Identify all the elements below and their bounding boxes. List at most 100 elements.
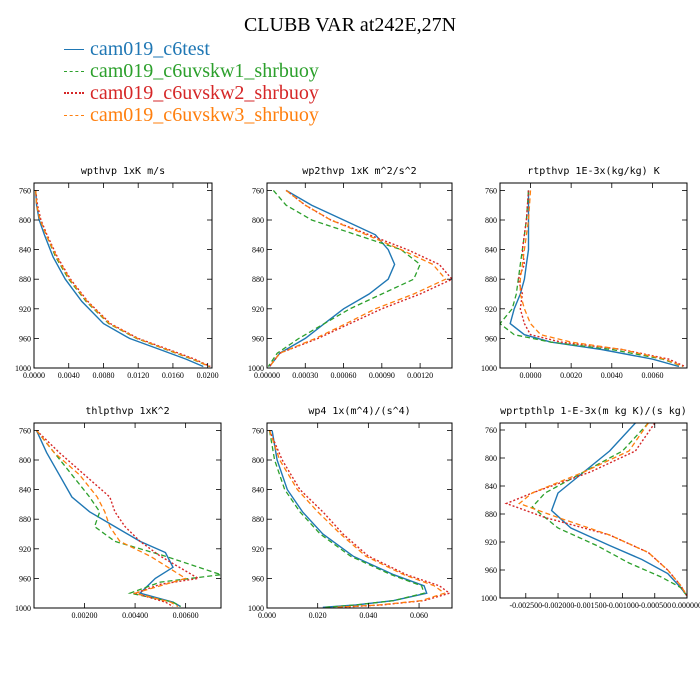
x-tick-label: 0.00600 (173, 611, 199, 620)
x-tick-label: 0.00200 (72, 611, 98, 620)
legend-swatch (64, 48, 84, 50)
series-line-1 (531, 423, 687, 597)
x-tick-label: -0.002500 (509, 601, 542, 610)
x-tick-label: 0.0060 (641, 371, 663, 380)
series-line-0 (269, 189, 396, 367)
figure-title: CLUBB VAR at242E,27N (243, 14, 457, 36)
x-tick-label: 0.00120 (407, 371, 433, 380)
series-line-1 (267, 189, 421, 367)
y-tick-label: 960 (485, 566, 497, 575)
series-line-2 (269, 189, 452, 367)
panel-frame (33, 422, 222, 609)
series-line-0 (271, 430, 428, 608)
panel-frame (266, 182, 453, 369)
x-tick-label: 0.0080 (92, 371, 114, 380)
y-tick-label: 880 (485, 275, 497, 284)
y-tick-label: 960 (19, 574, 31, 583)
series-line-2 (268, 430, 452, 608)
x-tick-label: 0.000 (258, 611, 276, 620)
y-tick-label: 760 (485, 186, 497, 195)
panel-0: wpthvp 1xK m/s76080084088092096010000.00… (15, 166, 219, 380)
y-tick-label: 920 (485, 538, 497, 547)
y-tick-label: 960 (252, 334, 264, 343)
y-tick-label: 1000 (248, 604, 264, 613)
series-line-0 (509, 190, 680, 368)
y-tick-label: 920 (19, 305, 31, 314)
y-tick-label: 1000 (15, 604, 31, 613)
y-tick-label: 800 (485, 454, 497, 463)
series-line-1 (268, 430, 425, 608)
y-tick-label: 920 (252, 305, 264, 314)
panel-title: wpthvp 1xK m/s (81, 166, 165, 177)
legend-entry-c6test: cam019_c6test (64, 38, 319, 60)
legend-label: cam019_c6uvskw3_shrbuoy (90, 104, 319, 126)
x-tick-label: -0.000500 (638, 601, 671, 610)
series-line-2 (36, 429, 201, 608)
panel-frame (499, 422, 688, 599)
y-tick-label: 760 (19, 426, 31, 435)
x-tick-label: 0.00000 (254, 371, 280, 380)
x-tick-label: 0.00060 (331, 371, 357, 380)
panel-title: thlpthvp 1xK^2 (85, 406, 169, 417)
y-tick-label: 880 (19, 275, 31, 284)
panel-frame (33, 182, 213, 369)
x-tick-label: -0.001500 (574, 601, 607, 610)
x-tick-label: 0.0040 (601, 371, 623, 380)
x-tick-label: 0.00090 (369, 371, 395, 380)
panel-2: rtpthvp 1E-3x(kg/kg) K 760 800 840 880 920 960… (481, 166, 688, 380)
y-tick-label: 920 (485, 305, 497, 314)
y-tick-label: 1000 (481, 364, 497, 373)
series-line-1 (35, 190, 210, 368)
panel-frame (499, 182, 688, 369)
x-tick-label: 0.000000 (672, 601, 700, 610)
x-tick-label: -0.001000 (606, 601, 639, 610)
x-tick-label: 0.00030 (292, 371, 318, 380)
panel-1: wp2thvp 1xK m^2/s^2 760 800 840 880 920 960 100… (248, 166, 453, 380)
x-tick-label: 0.00400 (122, 611, 148, 620)
y-tick-label: 840 (19, 486, 31, 495)
legend-entry-c6uvskw1: cam019_c6uvskw1_shrbuoy (64, 60, 319, 82)
y-tick-label: 800 (252, 456, 264, 465)
legend-label: cam019_c6uvskw1_shrbuoy (90, 60, 319, 82)
panel-title: wp4 1x(m^4)/(s^4) (308, 406, 410, 417)
legend-entry-c6uvskw3: cam019_c6uvskw3_shrbuoy (64, 104, 319, 126)
y-tick-label: 800 (19, 216, 31, 225)
x-tick-label: 0.020 (309, 611, 327, 620)
y-tick-label: 800 (485, 216, 497, 225)
panel-4: wp4 1x(m^4)/(s^4)76080084088092096010000… (248, 406, 453, 620)
series-line-3 (268, 430, 446, 608)
y-tick-label: 880 (485, 510, 497, 519)
y-tick-label: 960 (19, 334, 31, 343)
y-tick-label: 960 (485, 334, 497, 343)
y-tick-label: 760 (252, 426, 264, 435)
y-tick-label: 880 (19, 515, 31, 524)
series-line-0 (550, 423, 687, 597)
y-tick-label: 920 (19, 545, 31, 554)
y-tick-label: 800 (252, 216, 264, 225)
x-tick-label: 0.040 (359, 611, 377, 620)
x-tick-label: 0.0040 (58, 371, 80, 380)
legend-swatch (64, 92, 84, 94)
series-line-2 (35, 190, 211, 368)
y-tick-label: 1000 (15, 364, 31, 373)
y-tick-label: 760 (485, 426, 497, 435)
x-tick-label: 0.0000 (519, 371, 541, 380)
panel-title: wprtpthlp 1-E-3x(m kg K)/(s kg) (500, 406, 687, 417)
y-tick-label: 840 (485, 246, 497, 255)
x-tick-label: 0.0200 (197, 371, 219, 380)
series-line-1 (500, 190, 684, 368)
legend-entry-c6uvskw2: cam019_c6uvskw2_shrbuoy (64, 82, 319, 104)
y-tick-label: 840 (19, 246, 31, 255)
x-tick-label: 0.060 (410, 611, 428, 620)
series-line-3 (269, 189, 447, 367)
y-tick-label: 1000 (481, 594, 497, 603)
y-tick-label: 840 (485, 482, 497, 491)
panel-frame (266, 422, 453, 609)
x-tick-label: 0.0000 (23, 371, 45, 380)
series-line-0 (35, 190, 204, 368)
series-line-3 (517, 423, 687, 597)
y-tick-label: 840 (252, 486, 264, 495)
legend-swatch (64, 70, 84, 72)
series-line-3 (519, 190, 684, 368)
